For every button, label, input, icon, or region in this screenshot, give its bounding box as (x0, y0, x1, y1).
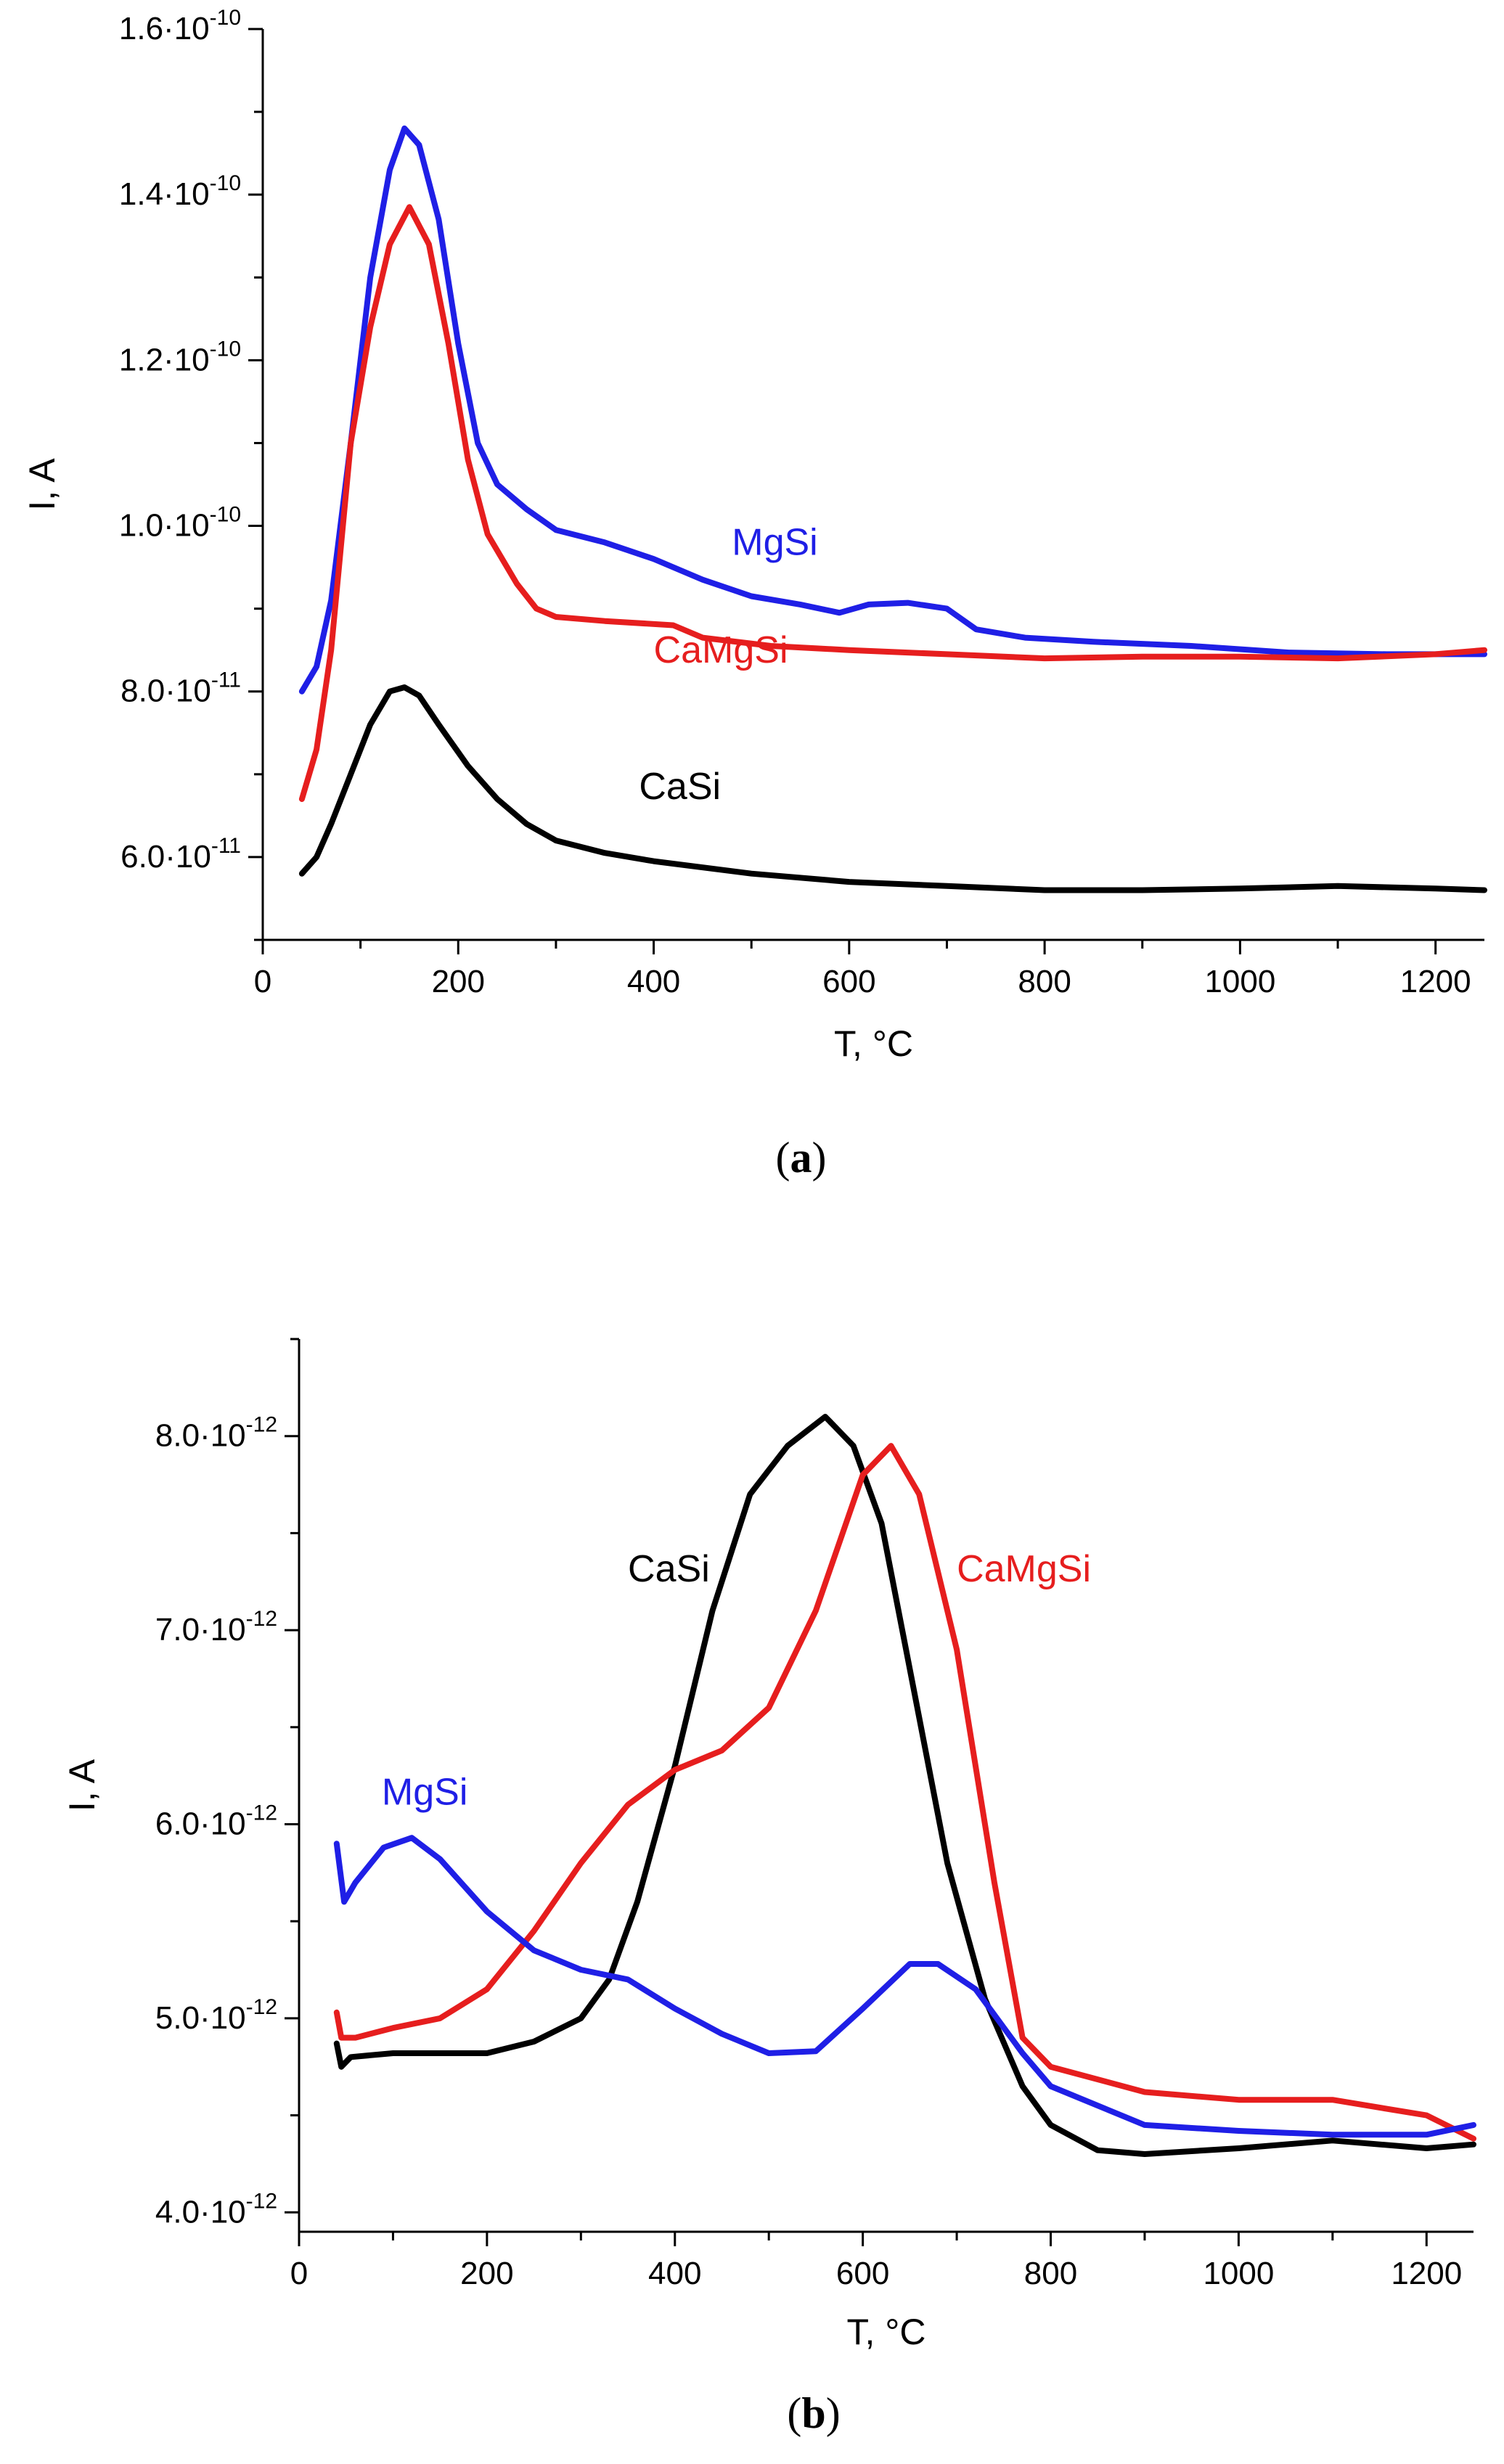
y-axis-title: I, A (62, 1759, 102, 1812)
series-line-camgsi (298, 204, 1487, 802)
series-line-mgsi (333, 1835, 1476, 2138)
y-tick-label: 1.6·10-10 (119, 6, 241, 46)
y-tick-label: 7.0·10-12 (155, 1607, 277, 1648)
panel-label: (a) (776, 1134, 827, 1182)
x-tick-label: 200 (460, 2256, 513, 2291)
series-label-casi: CaSi (639, 766, 721, 808)
chart-panel-a: 0 200 400 600 800 1000 1200 6.0·10-11 8.0·10-11 1… (22, 6, 1487, 1182)
y-tick-label: 5.0·10-12 (155, 1995, 277, 2036)
y-tick-label: 4.0·10-12 (155, 2189, 277, 2230)
series-label-mgsi: MgSi (732, 521, 817, 563)
x-tick-label: 800 (1018, 964, 1071, 999)
y-tick-label: 8.0·10-12 (155, 1413, 277, 1454)
x-axis-title: T, °C (834, 1023, 913, 1064)
y-axis-title: I, A (22, 458, 62, 511)
x-axis-title: T, °C (847, 2312, 926, 2352)
series-label-camgsi: CaMgSi (654, 629, 788, 671)
x-tick-label: 1000 (1203, 2256, 1274, 2291)
y-tick-label: 6.0·10-12 (155, 1801, 277, 1841)
series-label-casi: CaSi (628, 1548, 710, 1590)
y-tick-label: 8.0·10-11 (120, 668, 241, 709)
y-tick-label: 1.0·10-10 (119, 503, 241, 544)
x-tick-label: 400 (648, 2256, 701, 2291)
series-line-casi (298, 684, 1487, 893)
y-tick-label: 1.2·10-10 (119, 337, 241, 377)
y-tick-label: 6.0·10-11 (120, 834, 241, 875)
x-tick-label: 400 (627, 964, 680, 999)
x-tick-label: 600 (836, 2256, 889, 2291)
x-tick-label: 1200 (1391, 2256, 1462, 2291)
chart-panel-b: 0 200 400 600 800 1000 1200 4.0·10-12 5.0·10-12 6… (62, 1338, 1476, 2437)
series-label-camgsi: CaMgSi (957, 1548, 1091, 1590)
series-line-camgsi (333, 1443, 1476, 2142)
panel-label: (b) (787, 2389, 840, 2437)
x-tick-label: 0 (290, 2256, 308, 2291)
series-line-mgsi (298, 125, 1487, 695)
series-line-casi (333, 1414, 1476, 2157)
x-tick-label: 1200 (1400, 964, 1471, 999)
x-tick-label: 800 (1024, 2256, 1077, 2291)
x-tick-label: 1000 (1204, 964, 1275, 999)
x-tick-label: 600 (822, 964, 875, 999)
series-label-mgsi: MgSi (382, 1772, 467, 1814)
x-tick-label: 0 (254, 964, 271, 999)
y-tick-label: 1.4·10-10 (119, 171, 241, 212)
x-tick-label: 200 (432, 964, 485, 999)
